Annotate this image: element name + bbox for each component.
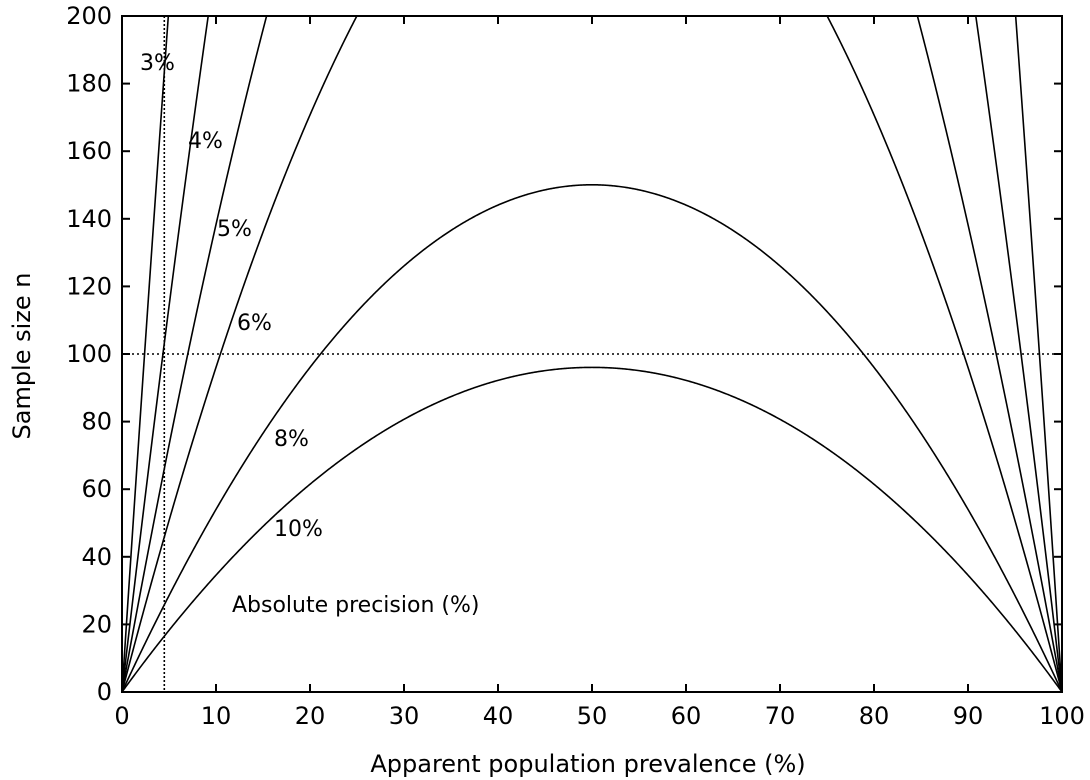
x-tick-label: 10 [201,702,232,730]
precision-annotation: Absolute precision (%) [232,593,479,618]
y-tick-label: 0 [97,678,112,706]
curve-8pct [122,183,1062,692]
curve-labels: 3% 4% 5% 6% 8% 10% [140,51,323,542]
y-tick-label: 160 [66,137,112,165]
curves-group [122,16,1062,692]
x-tick-label: 90 [953,702,984,730]
curve-label: 6% [237,311,272,336]
curve-label: 5% [217,217,252,242]
curve-4pct [122,16,1062,692]
reference-lines [122,16,1062,692]
curve-6pct [122,16,1062,692]
x-axis-title: Apparent population prevalence (%) [370,750,805,778]
curve-5pct [122,16,1062,692]
y-tick-label: 140 [66,205,112,233]
x-tick-label: 0 [114,702,129,730]
y-tick-label: 60 [81,475,112,503]
curve-label: 10% [274,517,323,542]
y-axis-title: Sample size n [8,273,36,440]
y-tick-label: 20 [81,610,112,638]
y-tick-label: 80 [81,408,112,436]
y-tick-label: 100 [66,340,112,368]
curve-label: 3% [140,51,175,76]
y-tick-label: 200 [66,2,112,30]
x-tick-label: 70 [765,702,796,730]
curve-label: 4% [188,129,223,154]
x-tick-label: 80 [859,702,890,730]
x-tick-label: 100 [1039,702,1085,730]
y-tick-label: 180 [66,70,112,98]
x-tick-label: 40 [483,702,514,730]
curve-10pct [122,366,1062,692]
x-tick-label: 50 [577,702,608,730]
axis-ticks: 0 10 20 30 40 50 60 70 80 90 100 0 20 40 60 80 100 120 140… [66,2,1085,730]
curve-3pct [122,16,1062,692]
x-tick-label: 20 [295,702,326,730]
curve-label: 8% [274,427,309,452]
y-tick-label: 120 [66,272,112,300]
x-tick-label: 60 [671,702,702,730]
x-tick-label: 30 [389,702,420,730]
y-tick-label: 40 [81,543,112,571]
